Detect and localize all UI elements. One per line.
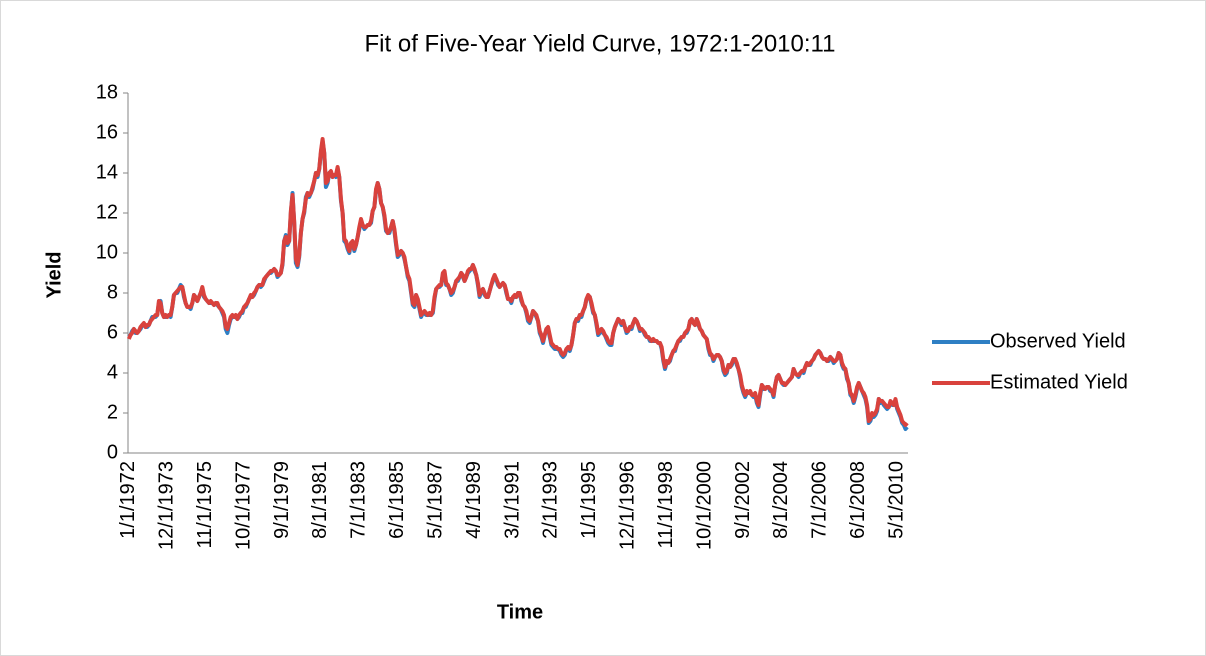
x-tick-label: 6/1/2008	[847, 461, 869, 539]
y-axis-label: Yield	[43, 251, 65, 298]
y-tick-label: 6	[107, 321, 118, 343]
x-tick-label: 11/1/1998	[655, 461, 677, 549]
y-tick-label: 12	[96, 201, 118, 223]
x-tick-label: 5/1/2010	[885, 461, 907, 539]
y-tick-label: 4	[107, 361, 118, 383]
y-tick-label: 8	[107, 281, 118, 303]
x-tick-label: 10/1/2000	[693, 461, 715, 550]
x-tick-label: 7/1/2006	[809, 461, 831, 539]
x-tick-label: 4/1/1989	[463, 461, 485, 539]
x-tick-label: 1/1/1972	[117, 461, 139, 539]
y-tick-label: 0	[107, 441, 118, 463]
legend-label: Observed Yield	[990, 330, 1126, 352]
x-tick-label: 3/1/1991	[501, 461, 523, 539]
x-axis-label: Time	[497, 601, 543, 623]
x-tick-label: 9/1/2002	[732, 461, 754, 539]
x-tick-label: 8/1/2004	[770, 461, 792, 539]
x-tick-label: 1/1/1995	[578, 461, 600, 539]
x-tick-label: 7/1/1983	[348, 461, 370, 539]
x-tick-label: 10/1/1977	[232, 461, 254, 550]
chart-title: Fit of Five-Year Yield Curve, 1972:1-201…	[365, 30, 836, 57]
y-tick-label: 14	[96, 161, 118, 183]
x-tick-label: 11/1/1975	[194, 461, 216, 549]
y-tick-label: 16	[96, 121, 118, 143]
x-tick-label: 5/1/1987	[424, 461, 446, 539]
x-tick-label: 9/1/1979	[271, 461, 293, 539]
x-tick-label: 2/1/1993	[540, 461, 562, 539]
x-tick-label: 12/1/1973	[156, 461, 178, 550]
series-line	[126, 137, 909, 427]
y-tick-label: 2	[107, 401, 118, 423]
y-tick-label: 10	[96, 241, 118, 263]
y-tick-label: 18	[96, 81, 118, 103]
x-tick-label: 6/1/1985	[386, 461, 408, 539]
x-tick-label: 12/1/1996	[617, 461, 639, 550]
x-tick-label: 8/1/1981	[309, 461, 331, 539]
legend-label: Estimated Yield	[990, 371, 1128, 393]
